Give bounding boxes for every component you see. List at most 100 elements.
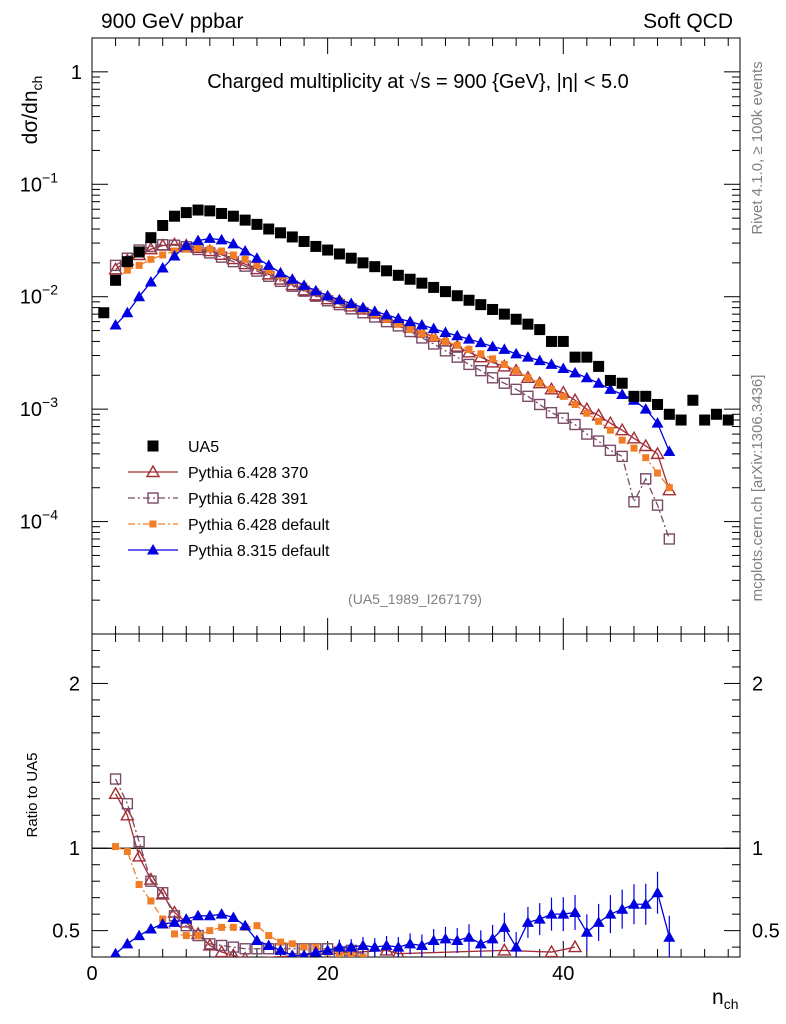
legend-label: UA5 — [188, 439, 219, 456]
ratio-point-pythia-6-428-default — [229, 923, 237, 931]
data-point-ua5 — [227, 210, 239, 222]
ratio-point-pythia-6-428-default — [194, 932, 202, 940]
data-point-ua5 — [663, 408, 675, 420]
x-axis-label: nch — [712, 986, 738, 1012]
data-point-pythia-6-428-391 — [640, 473, 652, 485]
data-point-ua5 — [263, 223, 275, 235]
data-point-ua5 — [463, 294, 475, 306]
data-point-pythia-6-428-391 — [545, 406, 558, 419]
data-point-ua5 — [534, 324, 546, 336]
data-point-ua5 — [545, 335, 557, 347]
main-y-tick-label: 10−3 — [20, 394, 58, 421]
data-point-pythia-8-315-default — [439, 326, 452, 338]
data-point-pythia-6-428-default — [500, 360, 508, 368]
data-point-pythia-6-428-default — [630, 444, 638, 452]
data-point-pythia-6-428-default — [441, 337, 449, 345]
legend-marker-pythia-6-428-default — [149, 520, 157, 528]
data-point-pythia-8-315-default — [168, 250, 181, 261]
ratio-point-pythia-6-428-default — [123, 848, 131, 856]
ratio-plot-series — [108, 773, 676, 957]
data-point-pythia-8-315-default — [262, 259, 275, 270]
data-point-pythia-6-428-370 — [650, 446, 665, 460]
x-axis-label-sub: ch — [724, 996, 739, 1012]
ratio-point-pythia-8-315-default — [404, 937, 417, 949]
data-point-ua5 — [722, 414, 734, 426]
legend-label: Pythia 8.315 default — [188, 543, 330, 560]
data-point-pythia-6-428-default — [206, 245, 214, 253]
data-point-pythia-6-428-370 — [237, 256, 253, 270]
data-point-pythia-6-428-default — [595, 417, 603, 425]
ratio-point-pythia-6-428-default — [206, 927, 214, 935]
data-point-ua5 — [675, 414, 687, 426]
ratio-point-pythia-6-428-default — [253, 922, 261, 930]
main-y-tick-label: 10−4 — [20, 507, 58, 534]
data-point-ua5 — [699, 414, 711, 426]
ratio-point-pythia-6-428-default — [112, 843, 120, 851]
data-point-pythia-8-315-default — [250, 252, 263, 263]
ratio-point-pythia-8-315-default — [110, 947, 121, 957]
data-point-pythia-8-315-default — [580, 371, 593, 383]
main-y-tick-label-base: 10 — [20, 174, 42, 196]
main-y-tick-label-exp: −1 — [42, 169, 58, 185]
legend-marker-pythia-6-428-370 — [145, 464, 161, 478]
ratio-point-pythia-8-315-default — [227, 911, 240, 922]
data-point-pythia-6-428-391 — [651, 499, 664, 511]
data-point-pythia-6-428-default — [453, 341, 461, 349]
ratio-point-pythia-8-315-default — [616, 903, 629, 914]
ratio-point-pythia-6-428-default — [182, 932, 190, 940]
series-ua5 — [98, 204, 734, 426]
ratio-point-pythia-8-315-default — [133, 929, 146, 941]
data-point-ua5 — [628, 390, 640, 402]
chart-title: Charged multiplicity at √s = 900 {GeV}, … — [207, 71, 629, 93]
ratio-series-pythia-8-315-default — [110, 871, 676, 957]
data-point-pythia-6-428-default — [241, 255, 249, 263]
legend-label: Pythia 6.428 391 — [188, 491, 308, 508]
ratio-point-pythia-6-428-default — [300, 943, 308, 951]
ratio-point-pythia-6-428-391 — [192, 929, 204, 942]
data-point-pythia-6-428-370 — [638, 438, 653, 452]
main-y-tick-label: 1 — [71, 62, 82, 84]
ratio-line-pythia-6-428-391 — [114, 778, 364, 955]
data-point-pythia-8-315-default — [592, 377, 605, 388]
data-point-pythia-6-428-391 — [557, 412, 569, 424]
data-point-pythia-6-428-default — [571, 400, 579, 408]
data-point-pythia-8-315-default — [368, 305, 381, 316]
ratio-point-pythia-6-428-370 — [131, 849, 147, 862]
header-right: Soft QCD — [643, 10, 733, 33]
data-point-ua5 — [110, 274, 122, 286]
legend-label: Pythia 6.428 370 — [188, 465, 308, 482]
data-point-ua5 — [192, 204, 204, 216]
ratio-point-pythia-6-428-391 — [121, 798, 134, 810]
ratio-point-pythia-6-428-370 — [392, 946, 405, 957]
legend-entry-pythia-6-428-391: Pythia 6.428 391 — [128, 491, 308, 508]
ratio-point-pythia-8-315-default — [121, 937, 134, 949]
data-point-pythia-6-428-default — [489, 355, 497, 363]
data-point-pythia-8-315-default — [109, 319, 122, 330]
ratio-y-tick-label: 1 — [69, 838, 80, 860]
ratio-point-pythia-8-315-default — [627, 898, 640, 909]
data-point-pythia-8-315-default — [227, 237, 240, 249]
data-point-ua5 — [604, 374, 616, 386]
ratio-point-pythia-8-315-default — [639, 898, 652, 909]
data-point-pythia-8-315-default — [616, 388, 629, 399]
ratio-point-pythia-6-428-391 — [215, 939, 228, 952]
data-point-pythia-6-428-default — [654, 469, 662, 477]
data-point-pythia-8-315-default — [298, 279, 311, 290]
data-point-ua5 — [369, 261, 381, 273]
series-line-pythia-8-315-default — [115, 237, 670, 452]
data-point-ua5 — [510, 313, 522, 325]
ratio-point-pythia-8-315-default — [592, 916, 605, 927]
ratio-point-pythia-6-428-default — [170, 930, 178, 938]
legend-marker-ua5 — [147, 440, 159, 452]
ratio-point-pythia-6-428-391 — [133, 835, 145, 848]
ratio-point-pythia-6-428-default — [265, 932, 273, 940]
data-point-pythia-6-428-default — [665, 484, 673, 492]
ratio-point-pythia-8-315-default — [309, 946, 322, 957]
legend-entry-ua5: UA5 — [147, 439, 219, 456]
ratio-point-pythia-6-428-370 — [228, 947, 239, 957]
ratio-point-pythia-8-315-default — [345, 941, 358, 952]
series-pythia-6-428-370 — [108, 236, 677, 496]
mcplots-reference-text: mcplots.cern.ch [arXiv:1306.3436] — [749, 375, 766, 602]
ratio-point-pythia-8-315-default — [569, 906, 582, 918]
data-point-pythia-8-315-default — [345, 297, 358, 309]
